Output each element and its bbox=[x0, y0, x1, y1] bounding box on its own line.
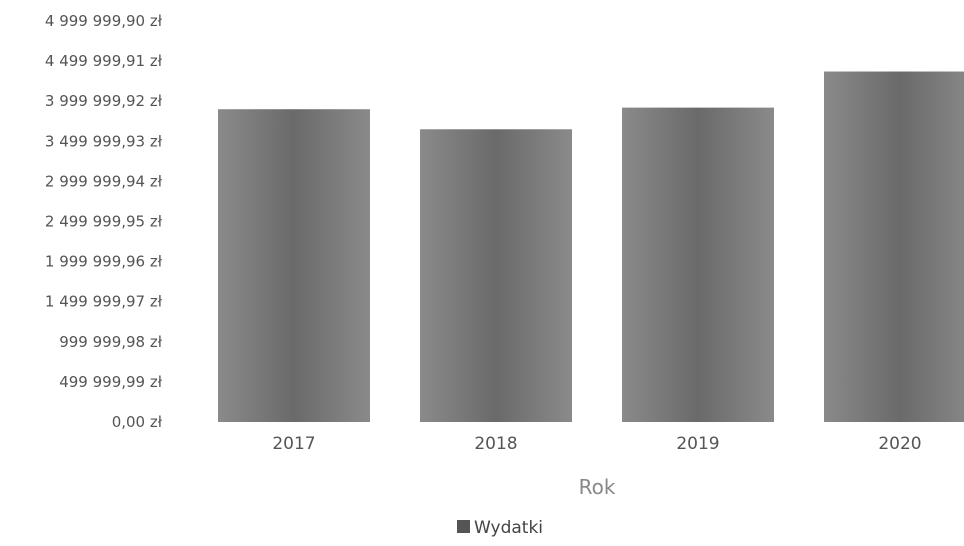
x-tick-label-2020: 2020 bbox=[878, 434, 921, 454]
bar-2018 bbox=[420, 129, 572, 422]
y-tick-label: 0,00 zł bbox=[112, 413, 163, 431]
y-tick-label: 1 999 999,96 zł bbox=[45, 253, 163, 271]
bar-2019 bbox=[622, 107, 774, 422]
y-tick-label: 4 499 999,91 zł bbox=[45, 52, 163, 70]
x-axis-label: Rok bbox=[579, 475, 616, 499]
y-tick-label: 1 499 999,97 zł bbox=[45, 293, 163, 311]
y-tick-label: 4 999 999,90 zł bbox=[45, 12, 163, 30]
x-tick-label-2017: 2017 bbox=[272, 434, 315, 454]
legend-label: Wydatki bbox=[474, 518, 543, 538]
x-tick-label-2019: 2019 bbox=[676, 434, 719, 454]
y-tick-label: 499 999,99 zł bbox=[59, 373, 163, 391]
bars bbox=[218, 71, 964, 422]
y-tick-label: 2 999 999,94 zł bbox=[45, 172, 163, 190]
legend: Wydatki bbox=[457, 518, 543, 538]
legend-swatch bbox=[457, 520, 470, 533]
y-tick-label: 3 999 999,92 zł bbox=[45, 92, 163, 110]
y-axis-tick-labels: 0,00 zł 499 999,99 zł 999 999,98 zł 1 499 9… bbox=[45, 12, 163, 431]
x-axis-tick-labels: 2017 2018 2019 2020 bbox=[272, 434, 921, 454]
bar-2020 bbox=[824, 71, 964, 422]
y-tick-label: 999 999,98 zł bbox=[59, 333, 163, 351]
x-tick-label-2018: 2018 bbox=[474, 434, 517, 454]
bar-2017 bbox=[218, 109, 370, 422]
y-tick-label: 2 499 999,95 zł bbox=[45, 213, 163, 231]
y-tick-label: 3 499 999,93 zł bbox=[45, 132, 163, 150]
